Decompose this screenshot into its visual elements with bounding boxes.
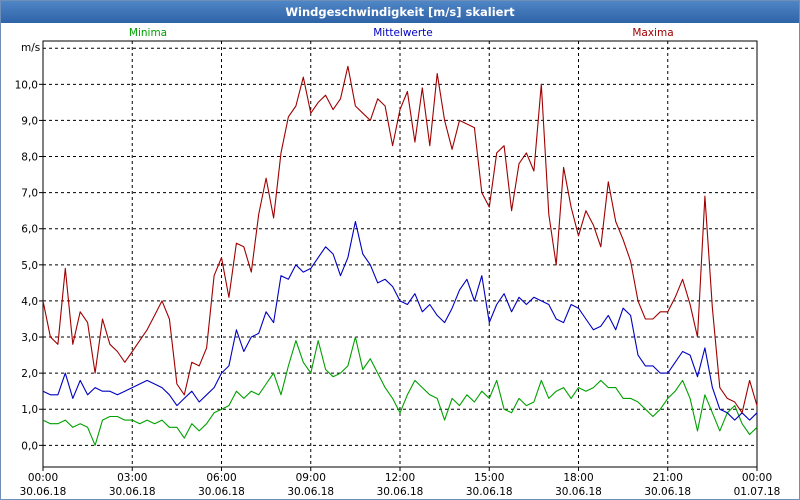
y-tick-label: 2,0: [21, 368, 38, 380]
grid-layer: [42, 41, 758, 467]
x-tick-label-date: 30.06.18: [377, 486, 424, 498]
axis-layer: 0,0 1,0 2,0 3,0 4,0 5,0 6,0 7,0 8,0 9,0 10,0 00:00 3…: [15, 79, 781, 498]
series-line-maxima: [42, 65, 758, 414]
x-tick-label-time: 12:00: [385, 472, 415, 484]
y-tick-label: 10,0: [15, 79, 38, 91]
y-tick-label: 9,0: [21, 115, 38, 127]
x-tick-label-date: 30.06.18: [644, 486, 691, 498]
chart-title: Windgeschwindigkeit [m/s] skaliert: [1, 1, 799, 23]
y-tick-label: 4,0: [21, 296, 38, 308]
series-line-minima: [42, 336, 758, 446]
x-tick-label-date: 30.06.18: [20, 486, 67, 498]
y-tick-label: 8,0: [21, 152, 38, 164]
x-tick-label-date: 30.06.18: [198, 486, 245, 498]
y-tick-label: 3,0: [21, 332, 38, 344]
x-tick-label-time: 00:00: [28, 472, 58, 484]
y-tick-label: 5,0: [21, 260, 38, 272]
x-tick-label-date: 01.07.18: [734, 486, 781, 498]
x-tick-label-time: 09:00: [296, 472, 326, 484]
x-tick-label-date: 30.06.18: [555, 486, 602, 498]
x-tick-label-time: 03:00: [117, 472, 147, 484]
series-layer: [42, 65, 758, 446]
x-tick-label-time: 15:00: [474, 472, 504, 484]
x-tick-label-time: 00:00: [742, 472, 772, 484]
chart-canvas: 0,0 1,0 2,0 3,0 4,0 5,0 6,0 7,0 8,0 9,0 10,0 00:00 3…: [15, 27, 781, 498]
x-tick-label-date: 30.06.18: [287, 486, 334, 498]
legend-mittelwerte: Mittelwerte: [373, 27, 433, 39]
x-tick-label-date: 30.06.18: [466, 486, 513, 498]
legend-maxima: Maxima: [632, 27, 673, 39]
x-tick-label-date: 30.06.18: [109, 486, 156, 498]
legend-minima: Minima: [129, 27, 167, 39]
x-tick-label-time: 06:00: [206, 472, 236, 484]
series-line-mittelwerte: [42, 220, 758, 421]
y-tick-label: 0,0: [21, 440, 38, 452]
y-tick-label: 6,0: [21, 224, 38, 236]
x-tick-label-time: 18:00: [563, 472, 593, 484]
y-axis-label: m/s: [21, 42, 40, 54]
y-tick-label: 1,0: [21, 404, 38, 416]
x-tick-label-time: 21:00: [653, 472, 683, 484]
y-tick-label: 7,0: [21, 188, 38, 200]
